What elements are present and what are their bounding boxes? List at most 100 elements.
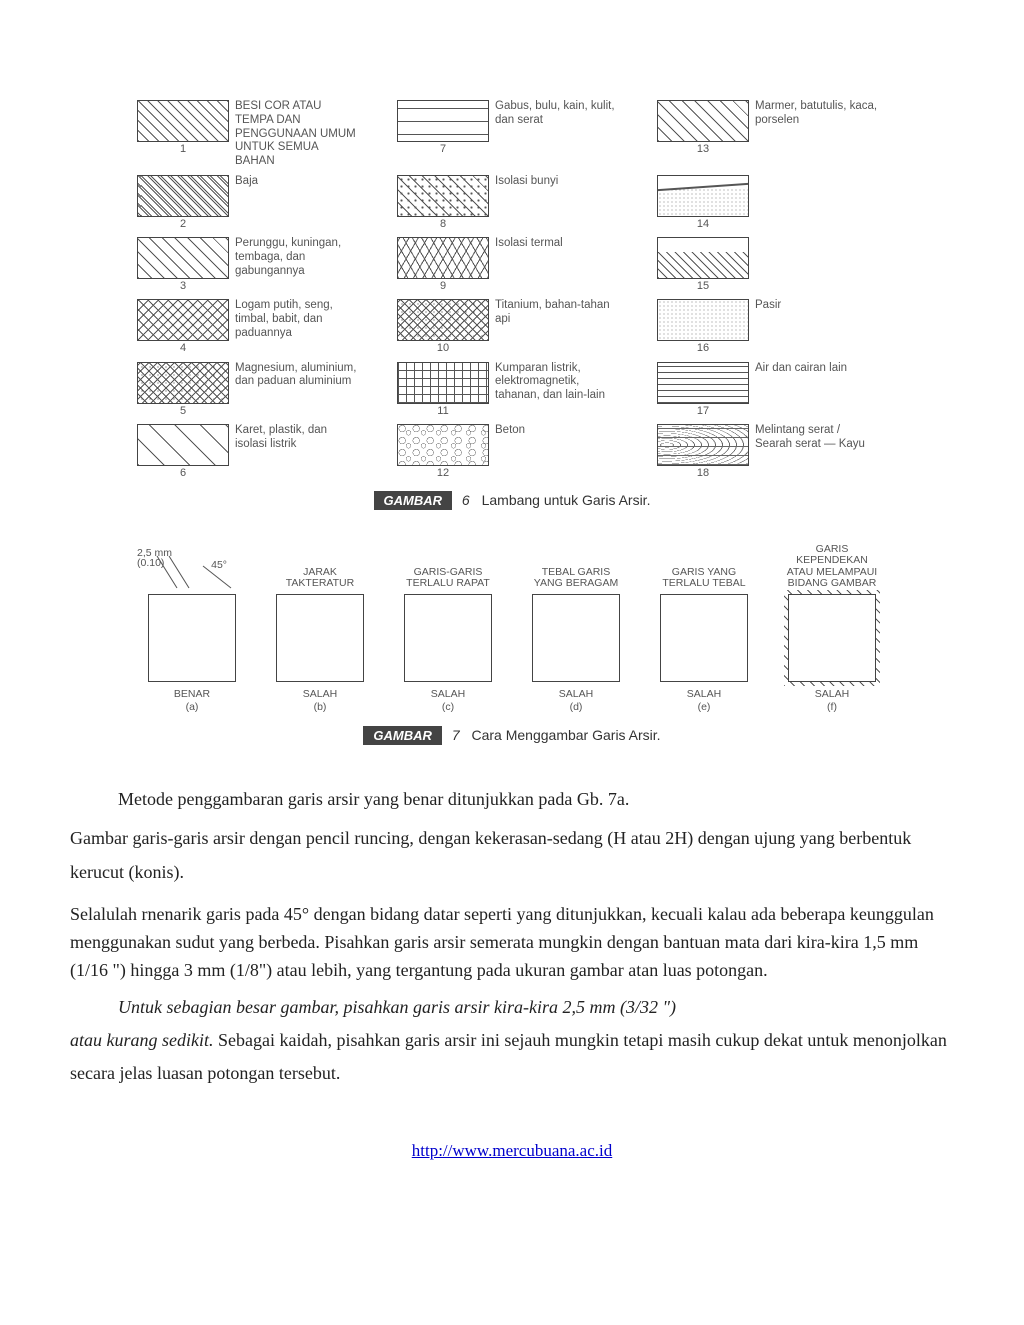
- fig7-col-e: GARIS YANG TERLALU TEBAL SALAH(e): [655, 548, 753, 713]
- fig7-col-f: GARIS KEPENDEKAN ATAU MELAMPAUI BIDANG G…: [783, 548, 881, 713]
- swatch-number: 10: [437, 342, 449, 355]
- fig7-top-label: GARIS KEPENDEKAN ATAU MELAMPAUI BIDANG G…: [783, 548, 881, 590]
- hatch-swatch-2: 2 Baja: [137, 175, 367, 231]
- fig7-col-d: TEBAL GARIS YANG BERAGAM SALAH(d): [527, 548, 625, 713]
- swatch-number: 7: [440, 143, 446, 156]
- hatch-swatch-13: 13 Marmer, batutulis, kaca, porselen: [657, 100, 887, 169]
- hatch-swatch-16: 16 Pasir: [657, 299, 887, 355]
- swatch-box: [137, 175, 229, 217]
- swatch-number: 15: [697, 280, 709, 293]
- swatch-label: Marmer, batutulis, kaca, porselen: [755, 100, 880, 128]
- swatch-box: [137, 100, 229, 142]
- fig7-bottom-label: SALAH(b): [303, 688, 337, 713]
- paragraph-4: Untuk sebagian besar gambar, pisahkan ga…: [70, 991, 954, 1091]
- swatch-label: Logam putih, seng, timbal, babit, dan pa…: [235, 299, 360, 340]
- hatch-swatch-7: 7 Gabus, bulu, kain, kulit, dan serat: [397, 100, 627, 169]
- swatch-box: [137, 362, 229, 404]
- hatch-swatch-17: 17 Air dan cairan lain: [657, 362, 887, 418]
- hatch-swatch-18: 18 Melintang serat / Searah serat — Kayu: [657, 424, 887, 480]
- swatch-number: 2: [180, 218, 186, 231]
- hatch-swatch-15: 15: [657, 237, 887, 293]
- swatch-box: [397, 424, 489, 466]
- swatch-label: Isolasi bunyi: [495, 175, 558, 189]
- hatch-swatch-12: 12 Beton: [397, 424, 627, 480]
- swatch-number: 5: [180, 405, 186, 418]
- fig7-top-label: GARIS-GARIS TERLALU RAPAT: [399, 548, 497, 590]
- swatch-box: [397, 100, 489, 142]
- swatch-box: [657, 299, 749, 341]
- swatch-box: [397, 237, 489, 279]
- swatch-label: Baja: [235, 175, 258, 189]
- hatch-swatch-1: 1 BESI COR ATAU TEMPA DAN PENGGUNAAN UMUM…: [137, 100, 367, 169]
- swatch-label: Perunggu, kuningan, tembaga, dan gabunga…: [235, 237, 360, 278]
- hatch-swatch-5: 5 Magnesium, aluminium, dan paduan alumin…: [137, 362, 367, 418]
- swatch-number: 1: [180, 143, 186, 156]
- swatch-box: [397, 299, 489, 341]
- fig7-bottom-label: BENAR(a): [174, 688, 210, 713]
- fig7-col-c: GARIS-GARIS TERLALU RAPAT SALAH(c): [399, 548, 497, 713]
- fig7-box: [532, 594, 620, 682]
- dimension-label: 2,5 mm(0.10)45°: [143, 548, 241, 590]
- body-text: Metode penggambaran garis arsir yang ben…: [70, 783, 954, 1090]
- hatch-swatch-14: 14: [657, 175, 887, 231]
- swatch-number: 4: [180, 342, 186, 355]
- swatch-label: Magnesium, aluminium, dan paduan alumini…: [235, 362, 360, 390]
- swatch-box: [657, 424, 749, 466]
- swatch-label: Titanium, bahan-tahan api: [495, 299, 620, 327]
- fig7-bottom-label: SALAH(c): [431, 688, 465, 713]
- paragraph-3: Selalulah rnenarik garis pada 45° dengan…: [70, 901, 954, 985]
- hatch-swatch-9: 9 Isolasi termal: [397, 237, 627, 293]
- fig7-bottom-label: SALAH(e): [687, 688, 721, 713]
- figure-7: 2,5 mm(0.10)45° BENAR(a) JARAK TAKTERATUR S…: [70, 548, 954, 713]
- swatch-label: Isolasi termal: [495, 237, 563, 251]
- swatch-number: 18: [697, 467, 709, 480]
- swatch-number: 9: [440, 280, 446, 293]
- swatch-label: Beton: [495, 424, 525, 438]
- fig7-col-a: 2,5 mm(0.10)45° BENAR(a): [143, 548, 241, 713]
- swatch-number: 14: [697, 218, 709, 231]
- figure-6-caption: GAMBAR 6 Lambang untuk Garis Arsir.: [70, 492, 954, 508]
- figure-7-caption: GAMBAR 7 Cara Menggambar Garis Arsir.: [70, 727, 954, 743]
- swatch-label: Pasir: [755, 299, 781, 313]
- hatch-swatch-4: 4 Logam putih, seng, timbal, babit, dan p…: [137, 299, 367, 355]
- swatch-box: [657, 362, 749, 404]
- hatch-swatch-8: 8 Isolasi bunyi: [397, 175, 627, 231]
- swatch-number: 8: [440, 218, 446, 231]
- fig7-top-label: GARIS YANG TERLALU TEBAL: [655, 548, 753, 590]
- swatch-number: 3: [180, 280, 186, 293]
- hatch-swatch-3: 3 Perunggu, kuningan, tembaga, dan gabung…: [137, 237, 367, 293]
- swatch-box: [397, 175, 489, 217]
- hatch-swatch-11: 11 Kumparan listrik, elektromagnetik, tah…: [397, 362, 627, 418]
- swatch-label: Kumparan listrik, elektromagnetik, tahan…: [495, 362, 620, 403]
- footer-link[interactable]: http://www.mercubuana.ac.id: [70, 1141, 954, 1161]
- swatch-label: Air dan cairan lain: [755, 362, 847, 376]
- swatch-label: Gabus, bulu, kain, kulit, dan serat: [495, 100, 620, 128]
- swatch-box: [137, 424, 229, 466]
- fig7-col-b: JARAK TAKTERATUR SALAH(b): [271, 548, 369, 713]
- fig7-box: [276, 594, 364, 682]
- swatch-number: 11: [437, 405, 448, 418]
- paragraph-1: Metode penggambaran garis arsir yang ben…: [70, 783, 954, 816]
- swatch-label: Karet, plastik, dan isolasi listrik: [235, 424, 360, 452]
- fig7-bottom-label: SALAH(d): [559, 688, 593, 713]
- fig7-box: [788, 594, 876, 682]
- figure-6: 1 BESI COR ATAU TEMPA DAN PENGGUNAAN UMUM…: [70, 100, 954, 480]
- swatch-box: [397, 362, 489, 404]
- fig7-top-label: TEBAL GARIS YANG BERAGAM: [527, 548, 625, 590]
- swatch-number: 17: [697, 405, 709, 418]
- swatch-box: [657, 237, 749, 279]
- swatch-label: Melintang serat / Searah serat — Kayu: [755, 424, 880, 452]
- swatch-box: [657, 175, 749, 217]
- paragraph-2: Gambar garis-garis arsir dengan pencil r…: [70, 822, 954, 889]
- fig7-box: [660, 594, 748, 682]
- swatch-box: [137, 237, 229, 279]
- fig7-box: [404, 594, 492, 682]
- fig7-bottom-label: SALAH(f): [815, 688, 849, 713]
- swatch-number: 13: [697, 143, 709, 156]
- swatch-number: 12: [437, 467, 449, 480]
- swatch-number: 16: [697, 342, 709, 355]
- swatch-label: BESI COR ATAU TEMPA DAN PENGGUNAAN UMUM …: [235, 100, 360, 169]
- fig7-top-label: JARAK TAKTERATUR: [271, 548, 369, 590]
- fig7-box: [148, 594, 236, 682]
- hatch-swatch-6: 6Karet, plastik, dan isolasi listrik: [137, 424, 367, 480]
